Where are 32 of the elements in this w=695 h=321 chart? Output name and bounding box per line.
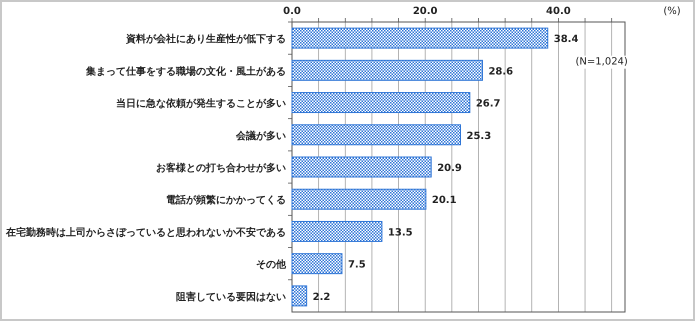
data-label: 7.5 bbox=[348, 260, 366, 271]
bar bbox=[292, 60, 483, 81]
text: (%) bbox=[663, 6, 681, 17]
bar bbox=[292, 285, 308, 306]
annotation: (N=1,024) bbox=[576, 56, 628, 68]
bar bbox=[292, 220, 382, 242]
data-label: 28.6 bbox=[488, 66, 514, 78]
data-label: 2.2 bbox=[312, 292, 330, 303]
y-tick-label: 資料が会社にあり生産性が低下する bbox=[125, 33, 286, 46]
y-tick-label: 阻害している要因はない bbox=[176, 290, 286, 303]
bar bbox=[292, 92, 470, 114]
y-tick-label: 集まって仕事をする職場の文化・風土がある bbox=[85, 65, 286, 78]
bar bbox=[292, 28, 548, 49]
data-label: 13.5 bbox=[388, 227, 413, 238]
x-tick-label: 20.0 bbox=[412, 6, 438, 17]
y-tick-label: 在宅勤務時は上司からさぼっていると思われないか不安である bbox=[5, 226, 286, 238]
bar bbox=[292, 188, 426, 210]
x-tick-label: 0.0 bbox=[283, 6, 301, 17]
x-tick-label: 40.0 bbox=[546, 6, 571, 17]
y-tick-label: 当日に急な依頼が発生することが多い bbox=[116, 98, 286, 110]
y-tick-label: 電話が頻繁にかかってくる bbox=[166, 194, 286, 206]
bar bbox=[292, 156, 432, 178]
bar bbox=[292, 253, 342, 274]
y-tick-label: その他 bbox=[256, 258, 287, 271]
data-label: 20.9 bbox=[437, 163, 462, 174]
data-label: 20.1 bbox=[432, 195, 457, 206]
bar bbox=[292, 124, 461, 146]
y-tick-label: お客様との打ち合わせが多い bbox=[156, 162, 286, 174]
y-tick-label: 会議が多い bbox=[235, 130, 286, 142]
data-label: 26.7 bbox=[476, 98, 501, 110]
data-label: 38.4 bbox=[554, 34, 578, 46]
data-label: 25.3 bbox=[466, 130, 492, 142]
